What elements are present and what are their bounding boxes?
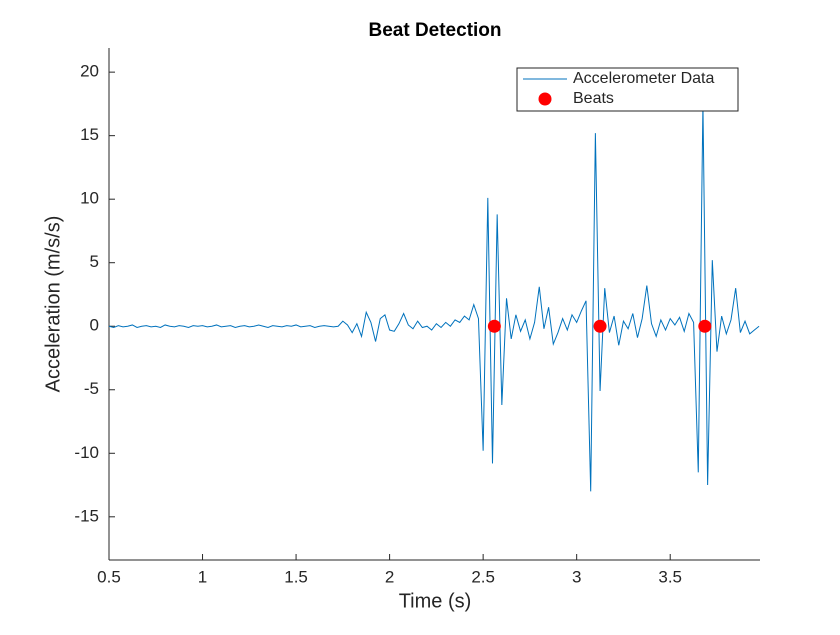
legend-marker bbox=[538, 92, 552, 106]
y-tick-label: -5 bbox=[84, 379, 99, 398]
beat-marker bbox=[593, 319, 607, 333]
x-tick-label: 2.5 bbox=[471, 567, 495, 586]
legend-label: Beats bbox=[573, 90, 614, 107]
y-tick-label: -10 bbox=[74, 443, 99, 462]
y-tick-label: -15 bbox=[74, 506, 99, 525]
beat-marker bbox=[487, 319, 501, 333]
data-line bbox=[108, 103, 760, 492]
chart-title: Beat Detection bbox=[368, 20, 501, 41]
legend-label: Accelerometer Data bbox=[573, 70, 714, 87]
y-tick-label: 15 bbox=[80, 125, 99, 144]
x-tick-label: 3.5 bbox=[658, 567, 682, 586]
x-tick-label: 2 bbox=[385, 567, 394, 586]
y-tick-label: 0 bbox=[90, 316, 99, 335]
x-tick-label: 1.5 bbox=[284, 567, 308, 586]
legend-box bbox=[516, 67, 739, 112]
y-tick-label: 20 bbox=[80, 62, 99, 81]
x-tick-label: 1 bbox=[198, 567, 207, 586]
y-tick-label: 5 bbox=[90, 252, 99, 271]
beat-marker bbox=[698, 319, 712, 333]
x-tick-label: 3 bbox=[572, 567, 581, 586]
y-axis-label: Acceleration (m/s/s) bbox=[42, 216, 64, 393]
y-tick-label: 10 bbox=[80, 189, 99, 208]
x-axis-label: Time (s) bbox=[399, 590, 472, 612]
x-tick-label: 0.5 bbox=[97, 567, 121, 586]
